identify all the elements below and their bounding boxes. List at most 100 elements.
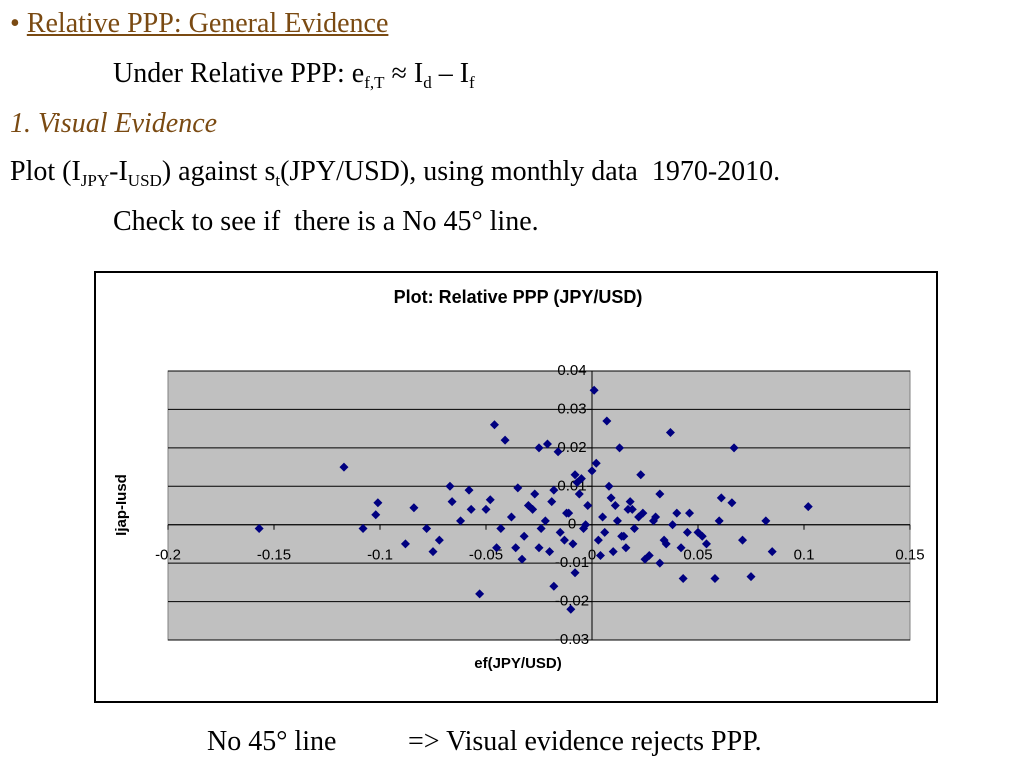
text: -I	[109, 156, 128, 187]
point	[534, 443, 544, 453]
point	[697, 531, 707, 541]
x-tick-label: 0.1	[794, 547, 815, 564]
point	[549, 581, 559, 591]
point	[559, 535, 569, 545]
point	[629, 524, 639, 534]
subscript: d	[423, 73, 432, 92]
point	[540, 516, 550, 526]
x-tick-label: 0.15	[895, 547, 924, 564]
point	[627, 504, 637, 514]
point	[513, 483, 523, 493]
point	[422, 524, 432, 534]
x-tick-label: -0.2	[155, 547, 181, 564]
point	[553, 447, 563, 457]
point	[617, 531, 627, 541]
point	[534, 543, 544, 553]
y-tick-label: 0.02	[557, 439, 586, 456]
point	[604, 481, 614, 491]
point	[738, 535, 748, 545]
y-tick-label: -0.02	[555, 593, 589, 610]
point	[566, 604, 576, 614]
point	[655, 489, 665, 499]
point	[767, 547, 777, 557]
point	[655, 558, 665, 568]
point	[485, 495, 495, 505]
point	[640, 554, 650, 564]
point	[593, 535, 603, 545]
point	[475, 589, 485, 599]
point	[716, 493, 726, 503]
point	[371, 510, 381, 520]
point	[610, 501, 620, 510]
point	[587, 466, 597, 476]
point	[583, 501, 593, 510]
point	[676, 543, 686, 553]
point	[761, 516, 771, 526]
subscript: t	[275, 171, 281, 190]
bullet: •	[10, 8, 20, 39]
point	[555, 527, 565, 537]
point	[506, 512, 516, 522]
point	[574, 489, 584, 499]
point	[581, 520, 591, 530]
point	[500, 435, 510, 445]
subscript: f,T	[364, 73, 385, 92]
x-axis-label: ef(JPY/USD)	[474, 655, 562, 672]
point	[519, 531, 529, 541]
point	[685, 508, 695, 518]
point	[661, 539, 671, 549]
point	[598, 512, 608, 522]
point	[595, 550, 605, 560]
title-line: • Relative PPP: General Evidence	[10, 8, 388, 40]
point	[254, 524, 264, 534]
text: (JPY/USD), using monthly data 1970-2010.	[280, 156, 781, 187]
point	[606, 493, 616, 503]
point	[600, 527, 610, 537]
point	[668, 520, 678, 530]
point	[358, 524, 368, 534]
text: Plot (I	[10, 156, 81, 187]
subscript: f	[469, 73, 475, 92]
point	[481, 504, 491, 514]
point	[625, 497, 635, 507]
point	[456, 516, 466, 526]
y-axis-label: Ijap-Iusd	[113, 474, 130, 536]
subscript: JPY	[80, 171, 110, 190]
point	[564, 508, 574, 518]
point	[464, 485, 474, 495]
point	[447, 497, 457, 507]
point	[615, 443, 625, 453]
point	[542, 439, 552, 449]
point	[400, 539, 410, 549]
point	[339, 462, 349, 472]
point	[591, 458, 601, 468]
conclusion: => Visual evidence rejects PPP.	[408, 726, 762, 757]
point	[589, 385, 599, 395]
point	[570, 470, 580, 480]
point	[678, 574, 688, 584]
point	[803, 502, 813, 512]
section: 1. Visual Evidence	[10, 108, 218, 139]
y-tick-label: -0.03	[555, 631, 589, 648]
x-tick-label: -0.1	[367, 547, 393, 564]
point	[536, 524, 546, 534]
point	[511, 543, 521, 553]
point	[665, 427, 675, 437]
point	[568, 539, 578, 549]
check: Check to see if there is a No 45° line.	[113, 206, 539, 237]
point	[727, 498, 737, 508]
x-tick-label: -0.15	[257, 547, 291, 564]
point	[445, 481, 455, 491]
point	[409, 503, 419, 513]
point	[466, 504, 476, 514]
point	[545, 547, 555, 557]
point	[612, 516, 622, 526]
x-tick-label: 0.05	[683, 547, 712, 564]
plot-line: Plot (IJPY-IUSD) against st(JPY/USD), us…	[10, 156, 781, 190]
point	[714, 516, 724, 526]
point	[634, 512, 644, 522]
point	[710, 574, 720, 584]
y-tick-label: -0.01	[555, 554, 589, 571]
